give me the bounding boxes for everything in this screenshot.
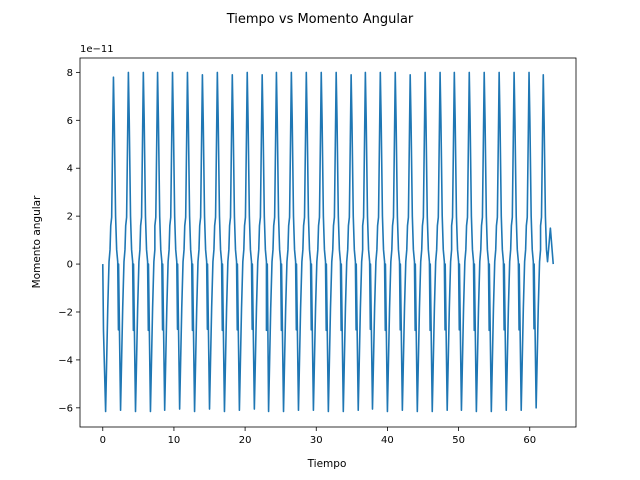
y-tick-label: 0 [67,260,73,271]
x-tick-label: 30 [310,435,323,446]
x-tick-label: 40 [381,435,394,446]
chart-title: Tiempo vs Momento Angular [226,12,414,27]
x-tick-label: 60 [523,435,536,446]
y-tick-label: −4 [58,355,73,366]
y-tick-label: −6 [58,403,73,414]
y-tick-label: 6 [67,116,73,127]
x-tick-label: 10 [168,435,181,446]
plot-area: 0 10 20 30 40 50 60 −6 −4 −2 0 2 4 6 8 [58,57,577,446]
x-tick-label: 50 [452,435,465,446]
y-tick-label: 4 [67,164,73,175]
y-tick-label: 2 [67,212,73,223]
x-tick-label: 20 [239,435,252,446]
x-tick-label: 0 [100,435,106,446]
y-offset-text: 1e−11 [80,44,114,55]
y-axis-label: Momento angular [31,195,43,288]
y-tick-label: −2 [58,307,73,318]
y-tick-label: 8 [67,68,73,79]
x-axis-label: Tiempo [307,458,347,470]
series-line [101,71,555,413]
axes-frame [79,57,577,428]
